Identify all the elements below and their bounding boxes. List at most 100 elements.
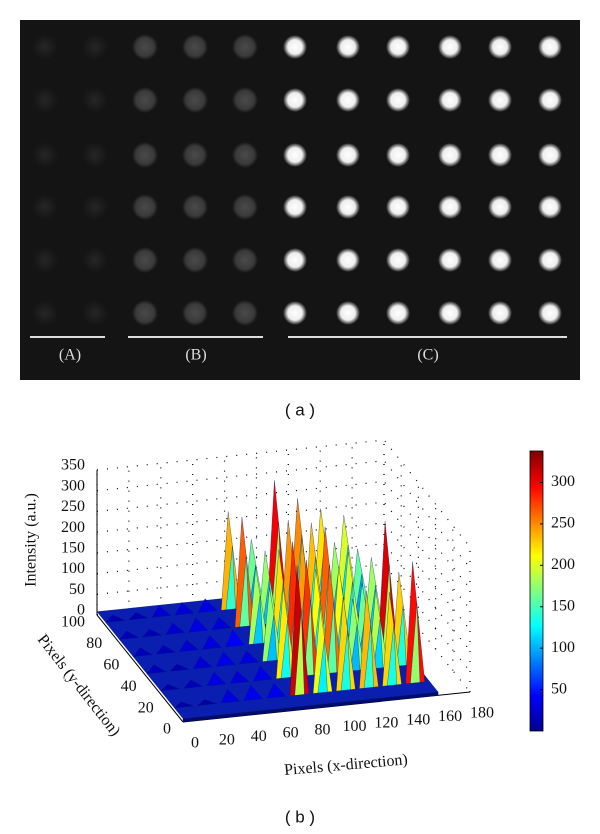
- surface: [239, 555, 250, 628]
- tick-label: 0: [77, 602, 85, 619]
- surface: [350, 625, 361, 672]
- spot: [32, 34, 58, 60]
- spot: [538, 88, 562, 112]
- grid-line: [96, 439, 471, 548]
- surface: [155, 644, 176, 655]
- spot: [488, 301, 512, 325]
- spot: [488, 35, 512, 59]
- tick-label: 100: [342, 718, 366, 735]
- spot: [232, 247, 258, 273]
- spot-array: [32, 34, 562, 326]
- spot: [336, 301, 360, 325]
- spot: [538, 195, 562, 219]
- colorbar: [529, 450, 544, 732]
- spot: [386, 143, 410, 167]
- tick-label: 180: [470, 705, 494, 722]
- surface: [165, 622, 186, 635]
- spot: [283, 248, 307, 272]
- surface: [182, 691, 439, 723]
- z-axis-label: Intensity (a.u.): [23, 493, 40, 587]
- surface: [243, 684, 264, 701]
- tick-label: 0: [191, 735, 199, 752]
- surface: [410, 603, 421, 684]
- spot: [32, 142, 58, 168]
- surface: [211, 616, 232, 631]
- surface: [266, 682, 287, 699]
- colorbar-label: 200: [551, 556, 575, 573]
- surface: [151, 605, 172, 618]
- tick-label: 100: [61, 614, 85, 631]
- spot: [538, 143, 562, 167]
- spot: [336, 248, 360, 272]
- surface: [373, 619, 384, 669]
- spot: [82, 247, 108, 273]
- spot: [132, 194, 158, 220]
- surface: [252, 665, 273, 682]
- surface: [197, 699, 217, 706]
- surface: [220, 689, 241, 704]
- surface: [340, 630, 351, 691]
- surface: [303, 599, 314, 677]
- tick-label: 40: [251, 728, 267, 745]
- spot: [438, 143, 462, 167]
- grid-line: [96, 480, 471, 589]
- spot: [386, 248, 410, 272]
- spot: [283, 195, 307, 219]
- surface: [387, 625, 397, 686]
- tick-label: 20: [138, 699, 154, 716]
- colorbar-label: 300: [551, 473, 575, 490]
- spot: [386, 35, 410, 59]
- surface: [280, 619, 291, 679]
- surface: [202, 635, 222, 650]
- x-axis-label: Pixels (x-direction): [283, 751, 408, 779]
- spot: [336, 35, 360, 59]
- surface: [317, 638, 328, 694]
- surface: [363, 625, 374, 689]
- spot: [336, 88, 360, 112]
- surface: [225, 546, 236, 610]
- grid-line: [96, 584, 471, 693]
- surface: [396, 605, 407, 667]
- spot: [488, 88, 512, 112]
- spot: [232, 194, 258, 220]
- tick-label: 0: [163, 721, 171, 738]
- colorbar-label: 100: [551, 639, 575, 656]
- group-label: (A): [59, 347, 81, 364]
- surface: [174, 602, 195, 616]
- group-label: (C): [417, 347, 438, 364]
- surface: [173, 701, 194, 709]
- surface: [327, 602, 337, 674]
- spot: [488, 195, 512, 219]
- spot: [132, 87, 158, 113]
- spot: [438, 195, 462, 219]
- colorbar-label: 50: [551, 680, 567, 697]
- surface: [188, 617, 209, 633]
- colorbar-label: 250: [551, 515, 575, 532]
- surface: [229, 670, 250, 684]
- tick-label: 250: [61, 498, 85, 515]
- surface: [253, 596, 264, 645]
- caption: ( a ): [285, 400, 315, 419]
- group-label: (B): [185, 347, 206, 364]
- grid-line: [96, 542, 471, 651]
- spot: [82, 34, 108, 60]
- spot: [82, 87, 108, 113]
- surface: [239, 650, 259, 665]
- spot: [538, 301, 562, 325]
- grid-line: [96, 522, 471, 631]
- colorbar-label: 150: [551, 597, 575, 614]
- tick-label: 160: [438, 708, 462, 725]
- spot: [283, 301, 307, 325]
- spot: [132, 247, 158, 273]
- tick-label: 150: [61, 540, 85, 557]
- surface: [215, 651, 236, 667]
- spot: [488, 143, 512, 167]
- grid-line: [96, 563, 471, 672]
- surface: [160, 684, 180, 692]
- spot: [283, 35, 307, 59]
- surface: [206, 671, 227, 687]
- tick-label: 50: [69, 581, 85, 598]
- tick-label: 100: [61, 560, 85, 577]
- tick-label: 80: [315, 721, 331, 738]
